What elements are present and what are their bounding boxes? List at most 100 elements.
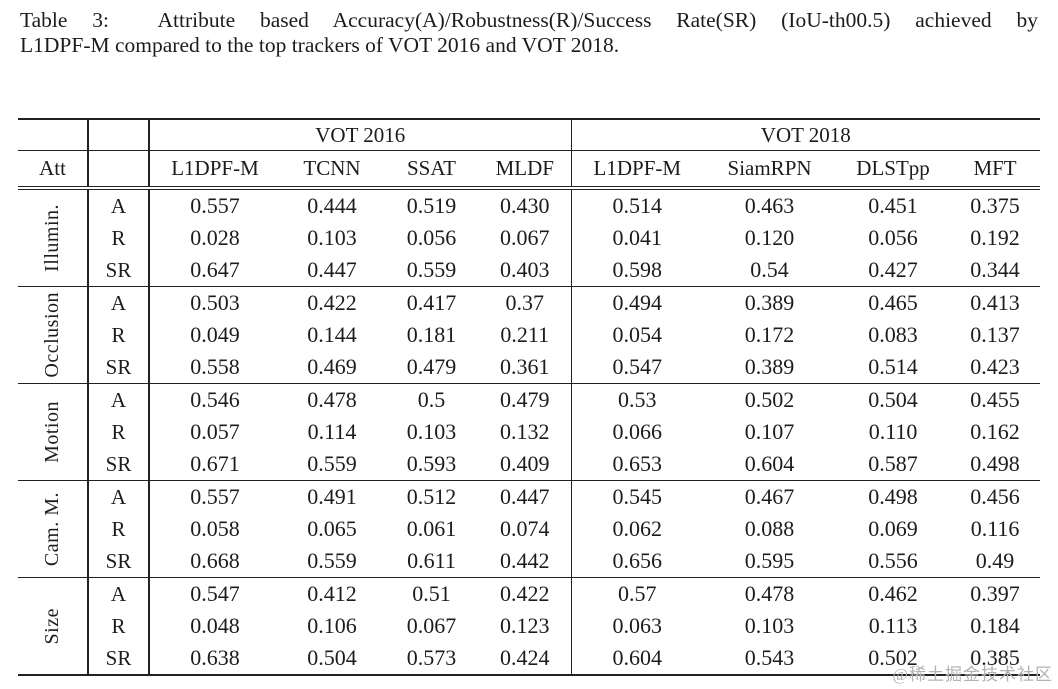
value-cell: 0.547 [612, 354, 663, 379]
value-cell: 0.478 [280, 383, 384, 416]
value-cell: 0.083 [868, 322, 918, 347]
value-cell: 0.587 [868, 451, 918, 476]
value-cell: 0.062 [612, 516, 663, 541]
attribute-label-text: Cam. M. [41, 491, 63, 567]
value-cell: 0.397 [950, 577, 1041, 610]
value-cell: 0.184 [970, 613, 1020, 638]
value-cell: 0.065 [307, 516, 357, 541]
value-cell: 0.422 [479, 577, 572, 610]
value-cell: 0.547 [149, 577, 280, 610]
value-cell: 0.162 [970, 419, 1020, 444]
empty-metric-header [88, 150, 150, 190]
value-cell: 0.503 [149, 286, 280, 319]
value-cell: 0.647 [190, 257, 240, 282]
value-cell: 0.385 [970, 645, 1020, 670]
value-cell: 0.192 [970, 225, 1020, 250]
value-cell: 0.430 [479, 188, 572, 222]
value-cell: 0.519 [406, 193, 457, 218]
value-cell: 0.403 [479, 254, 572, 287]
attribute-label: Occlusion [18, 286, 89, 384]
metric-key: A [88, 188, 150, 222]
value-cell: 0.120 [744, 225, 795, 250]
value-cell: 0.545 [571, 480, 704, 513]
value-cell: 0.412 [280, 577, 384, 610]
value-cell: 0.144 [307, 322, 357, 347]
attribute-label: Cam. M. [18, 480, 89, 578]
value-cell: 0.543 [744, 645, 795, 670]
attribute-label: Illumin. [18, 188, 89, 287]
value-cell: 0.063 [612, 613, 663, 638]
header-vot2018: VOT 2018 [571, 119, 1041, 151]
value-cell: 0.447 [479, 480, 572, 513]
value-cell: 0.469 [307, 354, 357, 379]
value-cell: 0.389 [744, 354, 795, 379]
table-row: SR 0.647 0.447 0.559 0.403 0.598 0.54 0.427 0.34… [18, 254, 1040, 287]
value-cell: 0.5 [384, 383, 479, 416]
value-cell: 0.502 [868, 645, 918, 670]
value-cell: 0.557 [190, 193, 240, 218]
value-cell: 0.54 [750, 257, 789, 282]
metric-key: SR [88, 254, 150, 287]
value-cell: 0.069 [868, 516, 918, 541]
value-cell: 0.465 [836, 286, 951, 319]
value-cell: 0.049 [190, 322, 240, 347]
attribute-label: Size [18, 577, 89, 675]
value-cell: 0.478 [703, 577, 837, 610]
value-cell: 0.671 [190, 451, 240, 476]
value-cell: 0.456 [950, 480, 1041, 513]
value-cell: 0.444 [307, 193, 357, 218]
table-row: Illumin. A 0.557 0.444 0.519 0.430 0.514 0.463 0… [18, 188, 1040, 287]
value-cell: 0.066 [612, 419, 663, 444]
value-cell: 0.479 [406, 354, 457, 379]
tracker-header-row: Att L1DPF-M TCNN SSAT MLDF L1DPF-M SiamRPN DLS… [18, 150, 1041, 190]
value-cell: 0.041 [612, 225, 663, 250]
value-cell: 0.132 [479, 416, 572, 448]
header-tracker-vot2016-2: TCNN [280, 150, 384, 190]
metric-key: R [88, 513, 150, 545]
value-cell: 0.423 [970, 354, 1020, 379]
value-cell: 0.427 [868, 257, 918, 282]
value-cell: 0.51 [384, 577, 479, 610]
value-cell: 0.424 [479, 642, 572, 675]
value-cell: 0.389 [703, 286, 837, 319]
metric-key: R [88, 319, 150, 351]
value-cell: 0.49 [975, 548, 1015, 573]
value-cell: 0.137 [970, 322, 1020, 347]
value-cell: 0.498 [836, 480, 951, 513]
value-cell: 0.559 [307, 451, 357, 476]
value-cell: 0.028 [190, 225, 240, 250]
value-cell: 0.504 [307, 645, 357, 670]
metric-key: R [88, 416, 150, 448]
table-body: Illumin. A 0.557 0.444 0.519 0.430 0.514 0.463 0… [18, 188, 1041, 675]
value-cell: 0.061 [406, 516, 457, 541]
value-cell: 0.512 [384, 480, 479, 513]
value-cell: 0.057 [190, 419, 240, 444]
value-cell: 0.638 [190, 645, 240, 670]
value-cell: 0.37 [479, 286, 572, 319]
value-cell: 0.116 [970, 516, 1020, 541]
value-cell: 0.653 [612, 451, 663, 476]
metric-key: R [88, 222, 150, 254]
value-cell: 0.611 [407, 548, 456, 573]
table-row: R 0.049 0.144 0.181 0.211 0.054 0.172 0.083 0.13… [18, 319, 1040, 351]
table-row: SR 0.638 0.504 0.573 0.424 0.604 0.543 0.502 0.3… [18, 642, 1040, 675]
header-tracker-vot2018-2: SiamRPN [703, 150, 837, 190]
table-row: Cam. M. A 0.557 0.491 0.512 0.447 0.545 0.467 0.… [18, 480, 1041, 578]
table-row: R 0.058 0.065 0.061 0.074 0.062 0.088 0.069 0.11… [18, 513, 1040, 545]
value-cell: 0.103 [744, 613, 795, 638]
metric-key: A [88, 577, 150, 610]
value-cell: 0.088 [744, 516, 795, 541]
header-tracker-vot2018-4: MFT [950, 150, 1041, 190]
value-cell: 0.557 [149, 480, 280, 513]
metric-key: A [88, 286, 150, 319]
value-cell: 0.546 [149, 383, 280, 416]
value-cell: 0.413 [950, 286, 1041, 319]
caption-line-2: L1DPF-M compared to the top trackers of … [20, 33, 620, 57]
header-vot2016: VOT 2016 [149, 119, 572, 151]
value-cell: 0.595 [744, 548, 795, 573]
value-cell: 0.451 [868, 193, 918, 218]
value-cell: 0.054 [612, 322, 663, 347]
table-row: R 0.048 0.106 0.067 0.123 0.063 0.103 0.113 0.18… [18, 610, 1040, 642]
value-cell: 0.559 [307, 548, 357, 573]
value-cell: 0.491 [280, 480, 384, 513]
